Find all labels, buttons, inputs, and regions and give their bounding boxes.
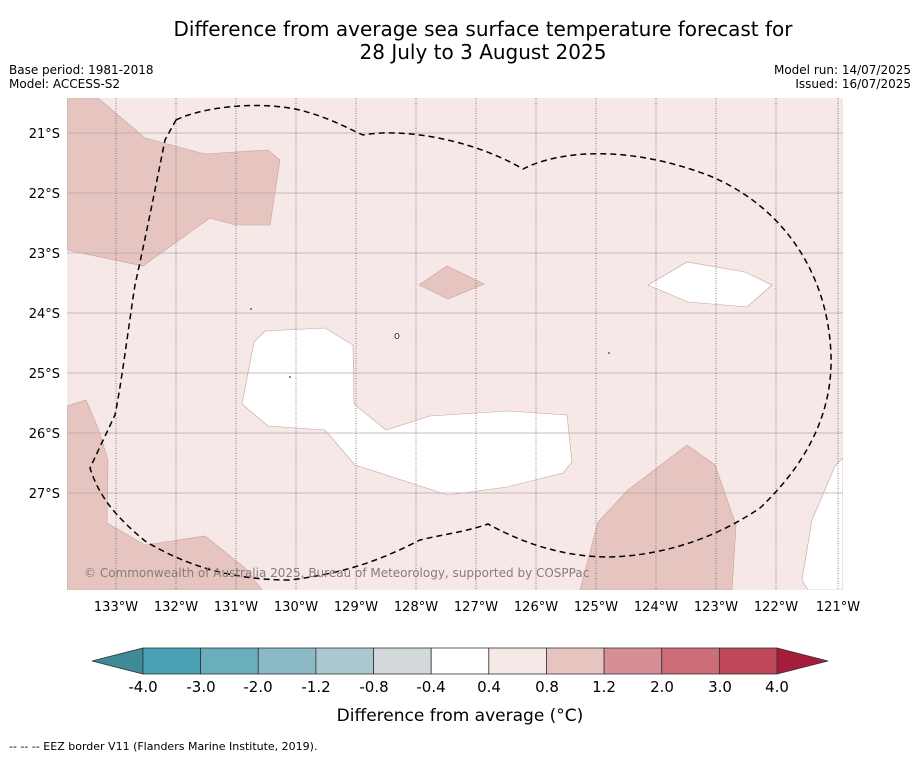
eez-border: [89, 104, 832, 581]
colorbar-cell: [718, 647, 778, 675]
colorbar-tick: 2.0: [650, 678, 674, 696]
colorbar-tick: -3.0: [186, 678, 215, 696]
warm-region-center: [418, 265, 485, 300]
lat-label: 22°S: [29, 187, 60, 202]
longitude-gridlines: [115, 98, 839, 590]
model-run: Model run: 14/07/2025: [773, 63, 911, 77]
colorbar-tick-labels: -4.0 -3.0 -2.0 -1.2 -0.8 -0.4 0.4 0.8 1.…: [128, 678, 789, 696]
lon-label: 121°W: [816, 600, 860, 615]
meta-left: Base period: 1981-2018 Model: ACCESS-S2: [9, 63, 154, 91]
neutral-region-east: [647, 261, 773, 308]
colorbar-cell: [603, 647, 663, 675]
lon-label: 123°W: [694, 600, 738, 615]
colorbar-tick: 4.0: [765, 678, 789, 696]
lat-label: 27°S: [29, 487, 60, 502]
colorbar-tick: 3.0: [708, 678, 732, 696]
lon-label: 129°W: [334, 600, 378, 615]
title-line-1: Difference from average sea surface temp…: [173, 17, 793, 41]
base-period: Base period: 1981-2018: [9, 63, 154, 77]
colorbar-cell: [373, 647, 432, 675]
warm-region-southwest: [67, 399, 263, 590]
small-contour-dot: [608, 352, 610, 354]
latitude-gridlines: [67, 132, 843, 494]
lat-label: 23°S: [29, 247, 60, 262]
colorbar-tick: -2.0: [243, 678, 272, 696]
warm-region-northwest: [67, 98, 281, 267]
eez-legend-note: -- -- -- EEZ border V11 (Flanders Marine…: [9, 740, 318, 753]
colorbar-cell: [142, 647, 202, 675]
lat-label: 24°S: [29, 307, 60, 322]
latitude-labels: 21°S 22°S 23°S 24°S 25°S 26°S 27°S: [29, 127, 60, 502]
model-name: Model: ACCESS-S2: [9, 77, 121, 91]
colorbar-tick: -0.4: [416, 678, 445, 696]
colorbar: -4.0 -3.0 -2.0 -1.2 -0.8 -0.4 0.4 0.8 1.…: [91, 647, 829, 726]
neutral-region-southeast-edge: [801, 457, 843, 590]
colorbar-tick: 0.4: [477, 678, 501, 696]
colorbar-extend-high: [776, 647, 829, 675]
lat-label: 25°S: [29, 367, 60, 382]
colorbar-cells: [91, 647, 829, 675]
colorbar-tick: 1.2: [592, 678, 616, 696]
colorbar-cell: [200, 647, 259, 675]
colorbar-tick: -1.2: [301, 678, 330, 696]
lon-label: 124°W: [634, 600, 678, 615]
colorbar-cell: [430, 647, 490, 675]
lon-label: 130°W: [274, 600, 318, 615]
colorbar-cell: [488, 647, 547, 675]
colorbar-extend-low: [91, 647, 144, 675]
meta-right: Model run: 14/07/2025 Issued: 16/07/2025: [774, 63, 911, 91]
title-line-2: 28 July to 3 August 2025: [359, 40, 607, 64]
lon-label: 131°W: [214, 600, 258, 615]
small-contour-dot: [394, 333, 400, 339]
lon-label: 133°W: [94, 600, 138, 615]
lon-label: 125°W: [574, 600, 618, 615]
colorbar-cell: [546, 647, 605, 675]
neutral-region-central: [241, 327, 573, 496]
lon-label: 127°W: [454, 600, 498, 615]
issued-date: Issued: 16/07/2025: [795, 77, 911, 91]
lon-label: 122°W: [754, 600, 798, 615]
lon-label: 126°W: [514, 600, 558, 615]
lat-label: 21°S: [29, 127, 60, 142]
lon-label: 132°W: [154, 600, 198, 615]
colorbar-cell: [661, 647, 720, 675]
warm-region-southeast: [579, 444, 737, 590]
colorbar-tick: -4.0: [128, 678, 157, 696]
colorbar-label: Difference from average (°C): [337, 706, 584, 726]
colorbar-tick: -0.8: [359, 678, 388, 696]
lat-label: 26°S: [29, 427, 60, 442]
map-contours: [67, 98, 843, 590]
lon-label: 128°W: [394, 600, 438, 615]
chart-title: Difference from average sea surface temp…: [0, 18, 919, 64]
longitude-labels: 133°W 132°W 131°W 130°W 129°W 128°W 127°…: [94, 600, 860, 615]
colorbar-tick: 0.8: [535, 678, 559, 696]
small-contour-dot: [289, 376, 291, 378]
small-contour-dot: [250, 308, 252, 310]
colorbar-cell: [315, 647, 374, 675]
copyright-watermark: © Commonwealth of Australia 2025, Bureau…: [84, 566, 589, 580]
colorbar-cell: [257, 647, 317, 675]
